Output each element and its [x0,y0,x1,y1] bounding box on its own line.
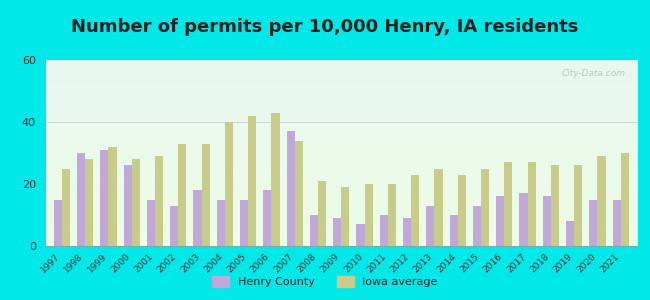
Bar [528,162,536,246]
Bar [272,113,280,246]
Bar [365,184,372,246]
Bar [341,187,350,246]
Bar [496,196,504,246]
Bar [621,153,629,246]
Bar [450,215,458,246]
Bar [100,150,109,246]
Bar [551,165,559,246]
Bar [481,169,489,246]
Bar [216,200,225,246]
Bar [155,156,163,246]
Bar [590,200,597,246]
Bar [248,116,256,246]
Bar [597,156,606,246]
Bar [77,153,85,246]
Bar [473,206,481,246]
Bar [426,206,434,246]
Legend: Henry County, Iowa average: Henry County, Iowa average [208,271,442,291]
Bar [147,200,155,246]
Bar [194,190,202,246]
Bar [318,181,326,246]
Bar [434,169,443,246]
Bar [574,165,582,246]
Bar [356,224,365,246]
Bar [294,141,303,246]
Text: Number of permits per 10,000 Henry, IA residents: Number of permits per 10,000 Henry, IA r… [72,18,578,36]
Bar [170,206,178,246]
Bar [287,131,294,246]
Bar [380,215,388,246]
Bar [612,200,621,246]
Bar [333,218,341,246]
Bar [62,169,70,246]
Bar [178,144,187,246]
Bar [85,159,93,246]
Bar [202,144,210,246]
Bar [543,196,551,246]
Bar [458,175,466,246]
Bar [132,159,140,246]
Bar [124,165,132,246]
Bar [240,200,248,246]
Bar [109,147,116,246]
Bar [54,200,62,246]
Bar [566,221,574,246]
Bar [310,215,318,246]
Bar [225,122,233,246]
Bar [263,190,272,246]
Bar [504,162,512,246]
Text: City-Data.com: City-Data.com [561,69,625,78]
Bar [388,184,396,246]
Bar [403,218,411,246]
Bar [411,175,419,246]
Bar [519,193,528,246]
